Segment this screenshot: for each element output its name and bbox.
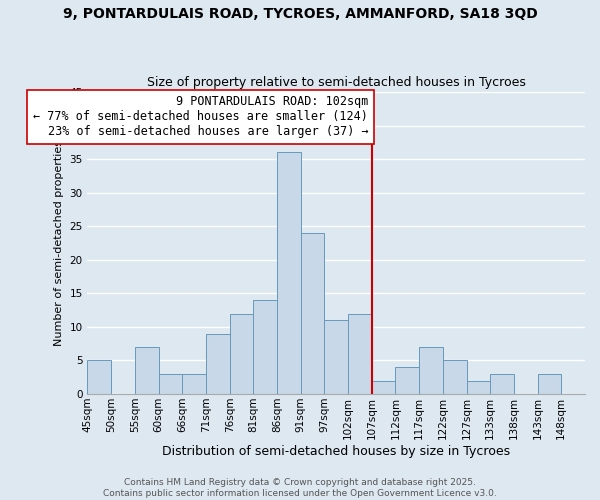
Y-axis label: Number of semi-detached properties: Number of semi-detached properties	[54, 140, 64, 346]
Bar	[443, 360, 467, 394]
Bar	[538, 374, 562, 394]
Bar	[206, 334, 230, 394]
Bar	[419, 347, 443, 394]
Bar	[88, 360, 111, 394]
Bar	[253, 300, 277, 394]
Bar	[372, 380, 395, 394]
Bar	[277, 152, 301, 394]
Bar	[395, 367, 419, 394]
Bar	[182, 374, 206, 394]
Bar	[158, 374, 182, 394]
Bar	[301, 233, 325, 394]
Bar	[135, 347, 158, 394]
Bar	[325, 320, 348, 394]
Bar	[348, 314, 372, 394]
Text: Contains HM Land Registry data © Crown copyright and database right 2025.
Contai: Contains HM Land Registry data © Crown c…	[103, 478, 497, 498]
X-axis label: Distribution of semi-detached houses by size in Tycroes: Distribution of semi-detached houses by …	[162, 444, 511, 458]
Text: 9, PONTARDULAIS ROAD, TYCROES, AMMANFORD, SA18 3QD: 9, PONTARDULAIS ROAD, TYCROES, AMMANFORD…	[62, 8, 538, 22]
Bar	[467, 380, 490, 394]
Title: Size of property relative to semi-detached houses in Tycroes: Size of property relative to semi-detach…	[147, 76, 526, 90]
Bar	[490, 374, 514, 394]
Bar	[230, 314, 253, 394]
Text: 9 PONTARDULAIS ROAD: 102sqm
← 77% of semi-detached houses are smaller (124)
23% : 9 PONTARDULAIS ROAD: 102sqm ← 77% of sem…	[34, 96, 368, 138]
